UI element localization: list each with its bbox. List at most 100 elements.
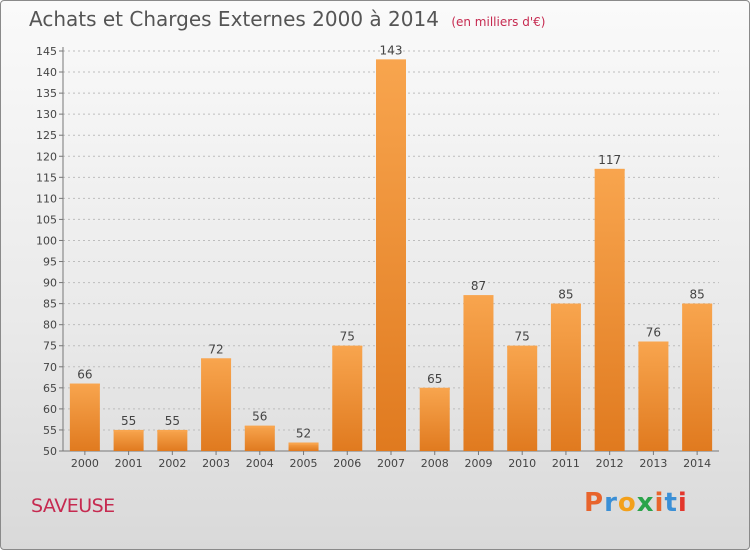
bar-top-highlight	[69, 383, 100, 386]
bar-value-label: 85	[558, 288, 573, 302]
bar	[113, 429, 144, 451]
bar-top-highlight	[376, 59, 406, 62]
bar-value-label: 65	[427, 372, 442, 386]
y-tick-label: 145	[36, 45, 57, 58]
bar-group	[332, 345, 363, 451]
bar	[376, 59, 406, 451]
y-tick-label: 105	[36, 213, 57, 226]
bar-top-highlight	[550, 303, 581, 306]
bar	[463, 295, 494, 451]
y-tick-label: 70	[43, 361, 57, 374]
bar-value-label: 143	[380, 43, 403, 57]
x-tick-label: 2014	[683, 457, 711, 470]
bar-group	[244, 425, 275, 451]
bar-value-label: 52	[296, 427, 311, 441]
bar-group	[507, 345, 538, 451]
logo-letter: t	[664, 488, 678, 518]
y-tick-label: 115	[36, 171, 57, 184]
y-tick-label: 80	[43, 319, 57, 332]
y-tick-label: 95	[43, 256, 57, 269]
bar	[550, 303, 581, 451]
y-tick-label: 50	[43, 445, 57, 458]
y-tick-label: 75	[43, 340, 57, 353]
logo-letter: r	[604, 488, 618, 518]
bar-value-label: 56	[252, 410, 267, 424]
proxiti-logo[interactable]: Proxiti	[584, 488, 688, 518]
y-tick-label: 125	[36, 129, 57, 142]
chart-title: Achats et Charges Externes 2000 à 2014 (…	[29, 7, 545, 31]
bar-group	[69, 383, 100, 451]
bar-top-highlight	[244, 425, 275, 428]
commune-name: SAVEUSE	[31, 495, 115, 517]
bar-group	[113, 429, 144, 451]
x-tick-label: 2002	[158, 457, 186, 470]
bar-group	[550, 303, 581, 451]
logo-letter: i	[677, 488, 688, 518]
x-tick-label: 2009	[464, 457, 492, 470]
bar-group	[376, 59, 406, 451]
logo-letter: P	[584, 488, 605, 518]
x-tick-label: 2004	[246, 457, 274, 470]
bar	[288, 442, 319, 451]
y-tick-label: 110	[36, 192, 57, 205]
y-tick-label: 65	[43, 382, 57, 395]
bar-top-highlight	[201, 358, 232, 361]
bar-value-label: 55	[121, 414, 136, 428]
logo-letter: o	[617, 488, 637, 518]
bar-top-highlight	[638, 341, 669, 344]
chart-unit-label: (en milliers d'€)	[451, 15, 546, 29]
x-tick-label: 2005	[290, 457, 318, 470]
bar	[157, 429, 188, 451]
bar	[332, 345, 363, 451]
bar-group	[419, 387, 450, 451]
bar	[682, 303, 713, 451]
y-tick-label: 90	[43, 277, 57, 290]
bar	[419, 387, 450, 451]
bar-top-highlight	[113, 429, 144, 432]
x-tick-label: 2008	[421, 457, 449, 470]
bar-value-label: 85	[689, 288, 704, 302]
bar-value-label: 66	[77, 368, 92, 382]
bar-group	[288, 442, 319, 451]
bar-group	[463, 295, 494, 451]
bar	[201, 358, 232, 451]
bar-value-label: 76	[646, 326, 661, 340]
x-tick-label: 2001	[115, 457, 143, 470]
bar-group	[682, 303, 713, 451]
bar-value-label: 87	[471, 279, 486, 293]
bar-group	[594, 168, 625, 452]
bar-top-highlight	[507, 345, 538, 348]
bar-value-label: 75	[515, 330, 530, 344]
y-tick-label: 55	[43, 424, 57, 437]
x-tick-label: 2010	[508, 457, 536, 470]
bar-value-label: 72	[208, 342, 223, 356]
bar-value-label: 117	[598, 153, 621, 167]
logo-letter: i	[654, 488, 665, 518]
bar-top-highlight	[419, 387, 450, 390]
bar-top-highlight	[288, 442, 319, 445]
bar	[69, 383, 100, 451]
bar-group	[157, 429, 188, 451]
x-tick-label: 2006	[333, 457, 361, 470]
y-tick-label: 120	[36, 150, 57, 163]
bar-top-highlight	[332, 345, 363, 348]
bar	[594, 168, 625, 452]
y-tick-label: 100	[36, 234, 57, 247]
y-tick-label: 135	[36, 87, 57, 100]
x-tick-label: 2013	[639, 457, 667, 470]
y-tick-label: 140	[36, 66, 57, 79]
y-tick-label: 60	[43, 403, 57, 416]
x-tick-label: 2012	[596, 457, 624, 470]
bar	[638, 341, 669, 451]
y-tick-label: 85	[43, 298, 57, 311]
logo-letter: x	[636, 488, 655, 518]
x-tick-label: 2003	[202, 457, 230, 470]
x-tick-label: 2007	[377, 457, 405, 470]
y-tick-label: 130	[36, 108, 57, 121]
bar-value-label: 75	[340, 330, 355, 344]
bar-top-highlight	[463, 295, 494, 298]
x-tick-label: 2011	[552, 457, 580, 470]
bar-value-label: 55	[165, 414, 180, 428]
